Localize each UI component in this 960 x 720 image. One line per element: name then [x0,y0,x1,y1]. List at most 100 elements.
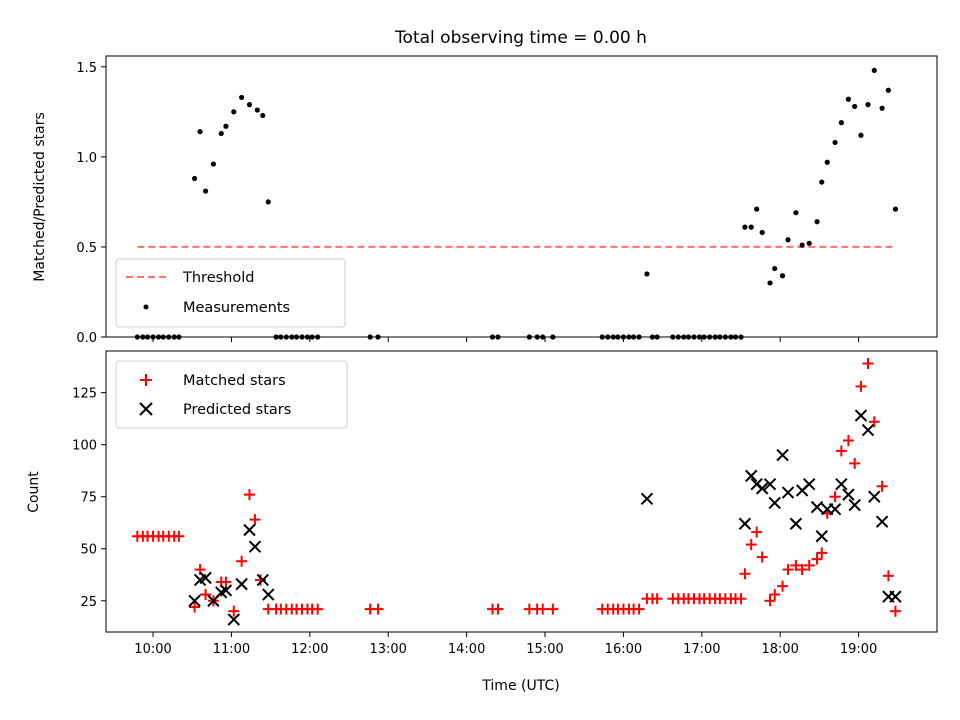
count-x-axis-label: Time (UTC) [481,678,559,694]
predicted-star-marker [235,577,248,591]
matched-star-marker [882,570,894,582]
predicted-star-marker [781,486,795,499]
matched-star-marker [876,480,888,492]
ratio-axes: 0.0 0.5 1.0 1.5 [76,61,860,346]
matched-star-marker [842,435,854,447]
predicted-star-marker [776,448,789,462]
count-y-tick-label: 100 [72,439,97,454]
measurement-point [838,120,844,126]
matched-star-marker [811,553,823,565]
measurement-point [191,175,198,182]
measurements-legend-swatch [143,304,149,310]
measurement-point [202,188,209,194]
count-x-tick-label: 16:00 [605,642,642,657]
ratio-legend: Threshold Measurements [115,258,346,328]
measurement-point [210,161,217,167]
measurement-point [852,103,858,110]
measurement-point [754,206,760,212]
chart-title: Total observing time = 0.00 h [394,28,647,48]
measurement-point [779,273,786,279]
count-axes: 10:00 11:00 12:00 13:00 14:00 15:00 16:00 17:00… [72,387,877,657]
matched-star-marker [816,547,828,559]
count-y-tick-label: 125 [72,387,97,402]
measurements-legend-label: Measurements [183,300,290,316]
measurement-point [885,87,891,93]
matched-star-marker [651,593,663,605]
matched-legend-label: Matched stars [183,373,286,389]
predicted-star-marker [875,515,889,528]
matched-star-marker [735,593,747,605]
measurement-point [871,67,877,74]
matched-star-marker [829,491,841,503]
predicted-star-marker [810,500,824,514]
ratio-y-tick-label: 1.0 [76,151,97,166]
predicted-star-marker [199,571,212,585]
predicted-star-marker [842,488,855,501]
count-series-x [188,409,902,626]
predicted-star-marker [763,478,777,491]
predicted-star-marker [835,478,848,491]
ratio-y-axis-label: Matched/Predicted stars [32,112,48,282]
count-x-tick-label: 14:00 [448,642,485,657]
measurement-point [223,123,229,129]
predicted-star-marker [243,523,256,537]
count-panel: 10:00 11:00 12:00 13:00 14:00 15:00 16:00 17:00… [26,350,938,694]
ratio-panel: 0.0 0.5 1.0 1.5 Matched/Predicted stars Thr… [32,55,938,346]
count-x-tick-label: 12:00 [291,642,328,657]
matched-star-marker [889,605,901,617]
measurement-point [218,130,224,137]
predicted-legend-swatch [139,402,153,416]
predicted-star-marker [828,502,842,516]
matched-star-marker [200,589,212,601]
count-y-tick-label: 50 [80,543,97,558]
matched-star-marker [855,380,867,392]
predicted-star-marker [755,482,769,495]
count-panel-frame [105,350,938,633]
matched-star-marker [739,568,751,580]
measurement-point [254,107,260,113]
predicted-star-marker [744,469,758,483]
count-legend: Matched stars Predicted stars [115,360,348,429]
measurement-point [814,219,820,225]
measurement-point [748,224,754,230]
measurement-point [879,105,885,111]
count-x-tick-label: 15:00 [526,642,563,657]
predicted-legend-label: Predicted stars [183,402,291,418]
matched-star-marker [492,603,504,615]
matched-star-marker [243,489,255,501]
ratio-panel-frame [105,55,938,338]
predicted-star-marker [803,478,816,491]
predicted-star-marker [262,588,275,601]
measurement-point [865,102,871,108]
predicted-star-marker [889,590,902,603]
matched-legend-swatch [140,374,152,386]
measurement-point [858,132,864,138]
matched-star-marker [220,576,232,588]
count-y-tick-label: 25 [80,595,97,610]
measurement-point [799,242,805,248]
measurement-point [265,199,271,205]
measurement-point [644,271,650,277]
measurement-point [806,240,812,246]
measurement-point [767,280,773,286]
count-plot-area [131,357,902,626]
predicted-star-marker [815,530,828,543]
predicted-star-marker [256,573,269,587]
measurement-point [742,224,748,230]
matched-star-marker [868,416,880,428]
predicted-star-marker [738,517,752,530]
measurement-point [759,229,765,236]
count-x-tick-label: 18:00 [761,642,798,657]
matched-star-marker [228,605,240,617]
matched-star-marker [745,539,757,551]
measurement-point [239,94,245,101]
predicted-star-marker [848,498,861,512]
predicted-star-marker [789,517,803,530]
predicted-star-marker [868,490,881,503]
matched-star-marker [751,526,763,538]
count-x-tick-label: 11:00 [213,642,250,657]
predicted-star-marker [640,492,654,505]
count-y-tick-label: 75 [80,491,97,506]
measurement-point [824,159,830,165]
